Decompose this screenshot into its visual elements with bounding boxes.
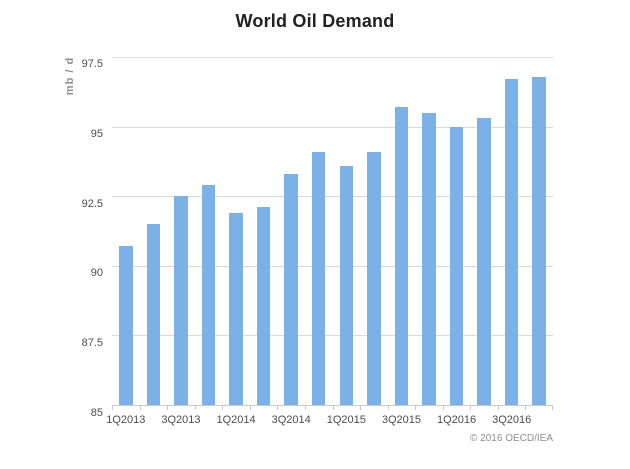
x-axis-tick [304, 405, 306, 410]
x-axis-tick [194, 405, 196, 410]
bar-1Q2014[interactable] [229, 212, 243, 405]
bar-4Q2014[interactable] [311, 151, 326, 405]
chart-title: World Oil Demand [235, 11, 395, 31]
bar-4Q2013[interactable] [201, 185, 216, 405]
x-tick-label: 1Q2015 [326, 414, 366, 426]
x-axis-tick [415, 405, 417, 410]
y-tick-label: 87.5 [81, 337, 103, 350]
y-tick-label: 95 [90, 127, 103, 140]
x-axis-tick [112, 405, 113, 410]
x-axis-tick [552, 405, 553, 410]
x-tick-label: 3Q2015 [381, 414, 421, 426]
x-axis-tick [277, 405, 279, 410]
x-tick-label: 1Q2016 [436, 414, 477, 426]
y-tick-label: 97.5 [81, 58, 103, 70]
plot-area [112, 57, 553, 410]
y-tick-label: 85 [90, 407, 103, 419]
gridline [112, 126, 553, 128]
x-axis-tick [332, 405, 334, 410]
bar-2Q2016[interactable] [477, 118, 491, 405]
bar-3Q2016[interactable] [504, 79, 519, 405]
y-tick-label: 90 [90, 267, 103, 280]
x-axis-tick [139, 405, 141, 410]
bar-4Q2015[interactable] [422, 112, 436, 405]
x-axis-tick [525, 405, 527, 410]
x-axis-tick [497, 405, 499, 410]
x-axis-labels: 1Q2013 3Q2013 1Q2014 3Q2014 1Q2015 3Q2015 1Q20… [106, 414, 553, 428]
bar-1Q2016[interactable] [449, 126, 464, 405]
x-axis-tick [249, 405, 251, 410]
x-tick-label: 1Q2014 [216, 414, 256, 426]
bar-3Q2015[interactable] [394, 107, 409, 405]
bar-1Q2013[interactable] [119, 246, 133, 405]
x-axis-tick [387, 405, 389, 410]
copyright-notice: © 2016 OECD/IEA [470, 433, 553, 444]
gridline [112, 196, 553, 198]
x-tick-label: 3Q2014 [271, 414, 311, 426]
bar-1Q2015[interactable] [339, 165, 354, 405]
x-tick-label: 1Q2013 [106, 414, 146, 426]
x-axis-tick [222, 405, 224, 410]
x-axis-tick [167, 405, 169, 410]
bar-2Q2015[interactable] [367, 151, 381, 405]
x-axis-tick [442, 405, 444, 410]
gridline [112, 57, 553, 58]
bar-3Q2013[interactable] [174, 196, 188, 405]
bar-2Q2014[interactable] [256, 207, 271, 405]
x-tick-label: 3Q2013 [161, 414, 201, 426]
bar-2Q2013[interactable] [146, 224, 161, 405]
gridline [112, 335, 553, 337]
bar-4Q2016[interactable] [532, 76, 546, 405]
y-tick-label: 92.5 [81, 197, 103, 210]
y-axis-labels: 85 87.5 90 92.5 95 97.5 [0, 57, 103, 419]
x-axis-tick [360, 405, 362, 410]
gridline [112, 265, 553, 267]
x-tick-label: 3Q2016 [492, 414, 532, 426]
bar-3Q2014[interactable] [284, 173, 298, 405]
x-axis-tick [470, 405, 472, 410]
